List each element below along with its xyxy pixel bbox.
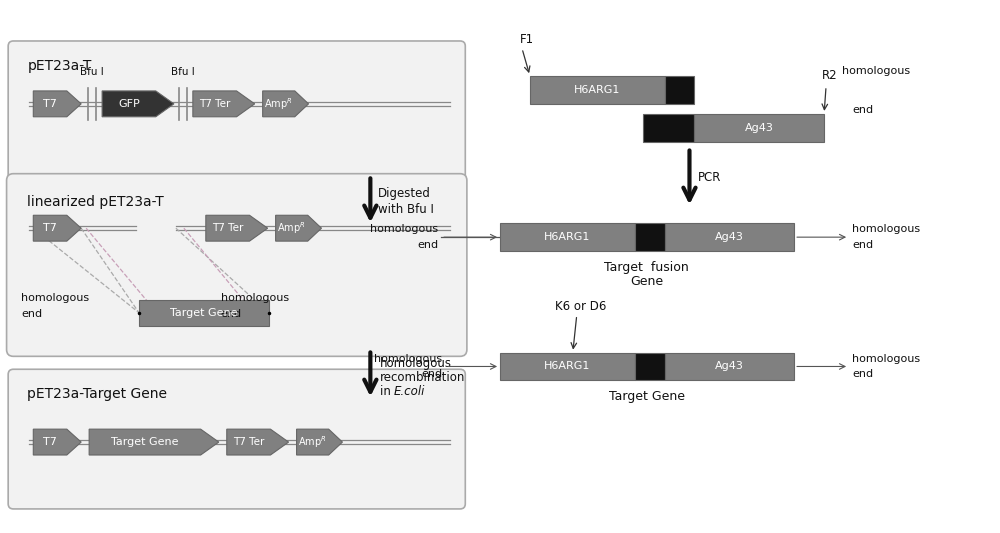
Text: with Bfu I: with Bfu I — [378, 203, 434, 216]
Polygon shape — [227, 429, 289, 455]
Polygon shape — [89, 429, 219, 455]
Polygon shape — [276, 215, 321, 241]
Bar — [635, 223, 665, 251]
Text: Ag43: Ag43 — [745, 123, 774, 133]
Bar — [139, 300, 269, 326]
Text: Target Gene: Target Gene — [609, 390, 685, 403]
Text: H6ARG1: H6ARG1 — [574, 85, 620, 95]
Text: pET23a-Target Gene: pET23a-Target Gene — [27, 387, 167, 401]
Text: T7: T7 — [43, 437, 57, 447]
Bar — [643, 114, 694, 142]
Text: H6ARG1: H6ARG1 — [544, 232, 590, 242]
Text: F1: F1 — [520, 33, 534, 46]
Polygon shape — [263, 91, 309, 117]
Polygon shape — [102, 91, 174, 117]
Text: homologous: homologous — [374, 353, 442, 364]
Text: homologous: homologous — [21, 293, 89, 303]
Text: Ag43: Ag43 — [715, 232, 744, 242]
Polygon shape — [193, 91, 255, 117]
Bar — [694, 114, 824, 142]
Polygon shape — [297, 429, 342, 455]
Text: homologous: homologous — [852, 224, 920, 234]
Text: end: end — [852, 105, 873, 115]
FancyBboxPatch shape — [8, 369, 465, 509]
Text: linearized pET23a-T: linearized pET23a-T — [27, 195, 164, 209]
Text: Target Gene: Target Gene — [170, 308, 238, 318]
Text: end: end — [21, 309, 42, 319]
Text: PCR: PCR — [697, 171, 721, 184]
Text: homologous: homologous — [370, 224, 438, 234]
Bar — [500, 223, 635, 251]
Text: H6ARG1: H6ARG1 — [544, 361, 590, 372]
Bar — [665, 223, 794, 251]
Text: homologous: homologous — [842, 66, 910, 76]
Text: Bfu I: Bfu I — [80, 67, 104, 77]
Text: end: end — [221, 309, 242, 319]
Text: homologous: homologous — [852, 353, 920, 364]
Polygon shape — [33, 215, 81, 241]
Bar — [665, 76, 694, 104]
Text: Amp$^R$: Amp$^R$ — [264, 96, 293, 112]
Bar — [665, 352, 794, 381]
Text: T7 Ter: T7 Ter — [199, 99, 230, 109]
Text: K6 or D6: K6 or D6 — [555, 300, 606, 313]
Text: end: end — [852, 369, 873, 379]
Text: end: end — [852, 240, 873, 250]
Text: Gene: Gene — [630, 275, 663, 288]
Text: Target Gene: Target Gene — [111, 437, 179, 447]
Text: T7: T7 — [43, 99, 57, 109]
Text: Bfu I: Bfu I — [171, 67, 195, 77]
Text: GFP: GFP — [118, 99, 140, 109]
Text: Ag43: Ag43 — [715, 361, 744, 372]
Polygon shape — [206, 215, 268, 241]
Text: R2: R2 — [822, 69, 838, 82]
Text: homologous: homologous — [380, 357, 452, 370]
Text: Digested: Digested — [378, 187, 431, 200]
Bar — [500, 352, 635, 381]
Text: pET23a-T: pET23a-T — [27, 59, 92, 73]
Bar — [530, 76, 665, 104]
Text: Amp$^R$: Amp$^R$ — [298, 434, 327, 450]
Polygon shape — [33, 91, 81, 117]
Text: in: in — [380, 385, 395, 398]
Text: T7 Ter: T7 Ter — [212, 223, 243, 233]
Text: recombination: recombination — [380, 371, 466, 384]
Text: Amp$^R$: Amp$^R$ — [277, 220, 306, 236]
Text: T7: T7 — [43, 223, 57, 233]
Polygon shape — [33, 429, 81, 455]
Text: end: end — [417, 240, 438, 250]
Text: homologous: homologous — [221, 293, 289, 303]
FancyBboxPatch shape — [8, 41, 465, 181]
Bar — [635, 352, 665, 381]
Text: T7 Ter: T7 Ter — [233, 437, 264, 447]
FancyBboxPatch shape — [7, 174, 467, 357]
Text: end: end — [421, 369, 442, 379]
Text: Target  fusion: Target fusion — [604, 261, 689, 274]
Text: E.coli: E.coli — [393, 385, 425, 398]
